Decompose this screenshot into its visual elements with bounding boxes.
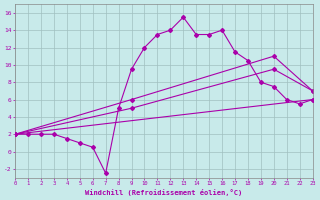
X-axis label: Windchill (Refroidissement éolien,°C): Windchill (Refroidissement éolien,°C)	[85, 189, 243, 196]
